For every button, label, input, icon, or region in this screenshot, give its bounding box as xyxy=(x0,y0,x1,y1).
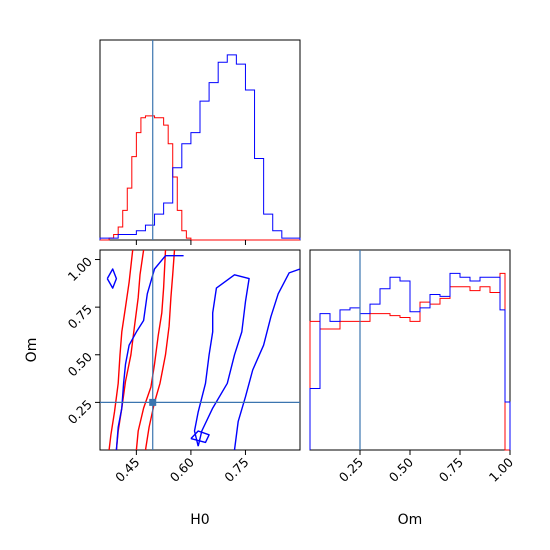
om-histogram-step-0 xyxy=(309,272,510,451)
joint-contour-5 xyxy=(193,274,250,447)
joint-x-tick-label-2: 0.75 xyxy=(221,455,251,485)
joint-contours xyxy=(106,250,300,450)
h0-histogram-step-0 xyxy=(100,115,300,241)
om-histogram-series xyxy=(309,272,511,451)
joint-contour-0 xyxy=(108,250,134,450)
joint-contour-7 xyxy=(106,268,118,289)
joint-contour-panel: 0.45 0.60 0.75 0.25 0.50 0.75 1.00 H0 Om xyxy=(24,249,301,528)
joint-y-tick-label-3: 1.00 xyxy=(65,254,95,284)
joint-y-ticks: 0.25 0.50 0.75 1.00 xyxy=(65,254,100,427)
joint-y-tick-label-0: 0.25 xyxy=(65,397,95,427)
om-x-ticks: 0.25 0.50 0.75 1.00 xyxy=(336,450,516,485)
h0-histogram-series xyxy=(99,54,301,241)
joint-y-tick-label-2: 0.75 xyxy=(65,301,95,331)
h0-histogram-ticks xyxy=(135,240,246,245)
joint-contour-2 xyxy=(135,250,167,450)
om-histogram-panel: 0.25 0.50 0.75 1.00 Om xyxy=(309,249,516,528)
joint-x-tick-label-1: 0.60 xyxy=(167,454,197,484)
om-histogram-step-1 xyxy=(309,272,511,450)
joint-y-axis-title: Om xyxy=(24,338,40,363)
joint-x-ticks: 0.45 0.60 0.75 xyxy=(112,450,252,485)
joint-contour-6 xyxy=(233,268,300,450)
joint-contour-8 xyxy=(190,430,210,444)
joint-y-tick-label-1: 0.50 xyxy=(65,349,95,379)
h0-histogram-step-1 xyxy=(99,54,301,240)
om-x-tick-label-1: 0.50 xyxy=(386,454,416,484)
joint-contour-frame xyxy=(99,249,301,451)
joint-truth-marker xyxy=(149,398,157,406)
om-x-axis-title: Om xyxy=(398,512,423,528)
h0-histogram-panel xyxy=(99,39,301,245)
om-x-tick-label-3: 1.00 xyxy=(486,454,516,484)
om-x-tick-label-2: 0.75 xyxy=(436,455,466,485)
joint-contour-4 xyxy=(115,254,184,450)
om-x-tick-label-0: 0.25 xyxy=(336,455,366,485)
joint-x-tick-label-0: 0.45 xyxy=(112,455,142,485)
joint-x-axis-title: H0 xyxy=(190,512,209,528)
joint-contour-3 xyxy=(144,250,176,450)
h0-histogram-frame xyxy=(99,39,301,241)
